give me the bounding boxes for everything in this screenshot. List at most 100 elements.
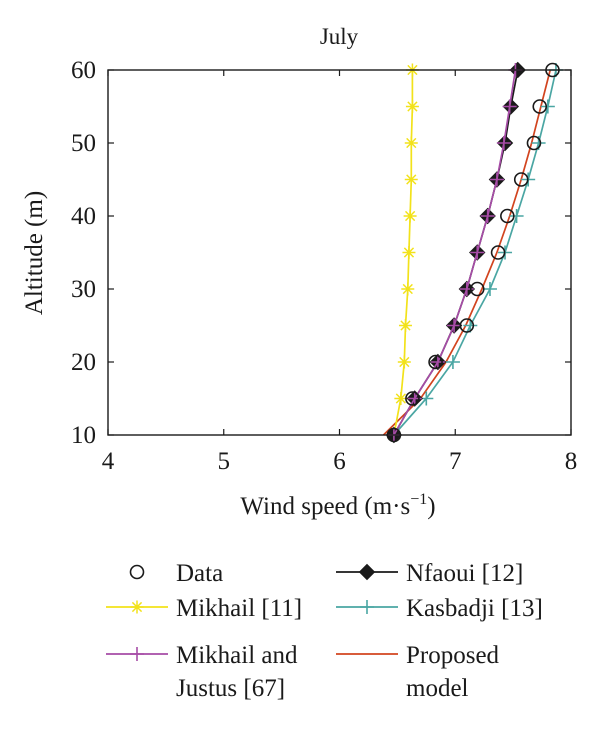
marker-star <box>394 392 408 405</box>
data-point <box>394 392 408 405</box>
data-point <box>480 209 495 223</box>
marker-star <box>398 319 412 332</box>
data-point <box>402 246 416 259</box>
series-mikhail-11 <box>387 63 419 442</box>
marker-circle <box>513 172 529 187</box>
marker-star <box>405 100 419 113</box>
marker-plus <box>130 647 144 661</box>
y-tick-label: 50 <box>71 130 96 157</box>
x-tick-label: 5 <box>218 448 231 475</box>
marker-plus <box>502 99 517 114</box>
legend-label-line: Proposed <box>406 642 500 669</box>
marker-circle <box>405 391 420 406</box>
marker-plus <box>470 245 485 260</box>
data-point <box>482 282 497 296</box>
data-point <box>459 282 474 296</box>
data-point <box>513 172 529 187</box>
legend-label: Data <box>176 560 223 587</box>
data-point <box>405 391 420 406</box>
marker-circle <box>469 281 485 297</box>
data-point <box>526 135 542 151</box>
marker-star <box>403 209 417 223</box>
data-point <box>445 355 460 369</box>
data-point <box>447 318 462 333</box>
legend-item: Mikhail [11] <box>106 595 302 622</box>
data-point <box>459 318 475 333</box>
data-point <box>403 209 417 223</box>
legend-item: Data <box>129 560 223 587</box>
legend-label-line: Kasbadji [13] <box>406 595 543 622</box>
marker-plus <box>489 172 504 187</box>
marker-star <box>404 136 418 150</box>
marker-star <box>130 600 144 614</box>
marker-plus <box>496 136 511 150</box>
legend-label-line: Nfaoui [12] <box>406 560 523 587</box>
x-axis-label-text: Wind speed (m·s <box>240 493 410 520</box>
marker-plus <box>447 318 462 333</box>
data-point <box>500 208 515 224</box>
marker-plus <box>480 209 495 223</box>
series-data <box>386 62 560 443</box>
x-tick-label: 8 <box>565 448 578 475</box>
data-point <box>398 319 412 332</box>
legend-label-line: Mikhail and <box>176 642 298 669</box>
marker-circle <box>459 318 475 333</box>
series-line <box>382 69 552 436</box>
legend-label-line: Justus [67] <box>176 675 285 702</box>
data-point <box>397 355 411 369</box>
legend-swatch-marker <box>360 600 374 614</box>
data-point <box>502 99 517 114</box>
data-point <box>428 354 443 370</box>
legend-label: Mikhail and Justus [67] <box>176 642 298 702</box>
marker-star <box>401 282 415 296</box>
y-tick-label: 60 <box>71 57 96 84</box>
marker-plus <box>540 99 555 114</box>
y-tick-label: 10 <box>71 422 96 449</box>
marker-circle <box>500 208 515 224</box>
legend-label: Proposed model <box>406 642 500 702</box>
legend-label-line: model <box>406 675 469 702</box>
marker-circle <box>428 354 443 370</box>
data-point <box>489 172 504 187</box>
legend-label: Kasbadji [13] <box>406 595 543 622</box>
data-point <box>405 100 419 113</box>
marker-plus <box>509 209 524 223</box>
y-tick-label: 30 <box>71 276 96 303</box>
data-point <box>509 209 524 223</box>
data-point <box>404 136 418 150</box>
data-point <box>540 99 555 114</box>
x-tick-label: 7 <box>449 448 462 475</box>
data-point <box>470 245 485 260</box>
marker-plus <box>482 282 497 296</box>
data-point <box>532 99 548 114</box>
legend-item: Kasbadji [13] <box>336 595 543 622</box>
legend-item: Mikhail and Justus [67] <box>106 642 298 702</box>
plot-area <box>382 61 563 444</box>
marker-circle <box>526 135 542 151</box>
data-point <box>490 245 506 260</box>
series-mikhail-and-justus-67 <box>386 63 523 442</box>
chart-title: July <box>320 24 359 49</box>
marker-circle <box>490 245 506 260</box>
marker-star <box>404 173 418 186</box>
data-point <box>404 173 418 186</box>
x-tick-label: 4 <box>102 448 115 475</box>
legend-label: Nfaoui [12] <box>406 560 523 587</box>
y-axis-label: Altitude (m) <box>21 191 48 315</box>
marker-diamond <box>358 563 376 581</box>
legend-label-line: Mikhail [11] <box>176 595 302 622</box>
series-proposed-model <box>382 69 552 436</box>
legend-swatch-marker <box>130 647 144 661</box>
legend-swatch-marker <box>130 600 144 614</box>
data-point <box>496 136 511 150</box>
marker-plus <box>459 282 474 296</box>
x-tick-label: 6 <box>333 448 346 475</box>
legend-label: Mikhail [11] <box>176 595 302 622</box>
legend: Data Nfaoui [12] Mikhail [11] Kasbadji [13]… <box>106 560 543 702</box>
marker-star <box>397 355 411 369</box>
data-point <box>469 281 485 297</box>
y-tick-label: 40 <box>71 203 96 230</box>
marker-circle <box>129 564 145 580</box>
x-axis-label-close: ) <box>427 493 435 520</box>
